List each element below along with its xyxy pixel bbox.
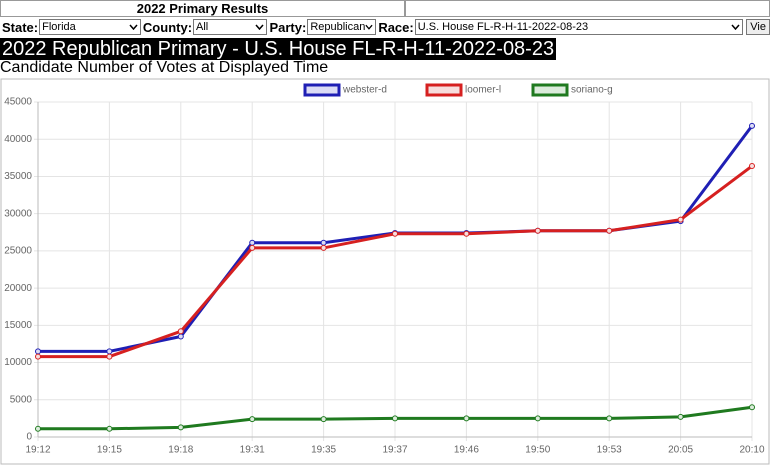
y-tick-label: 10000: [4, 357, 32, 368]
y-tick-label: 30000: [4, 208, 32, 219]
race-select[interactable]: U.S. House FL-R-H-11-2022-08-23: [414, 19, 744, 35]
y-tick-label: 35000: [4, 171, 32, 182]
point: [320, 244, 327, 251]
chart-frame: [0, 78, 770, 465]
y-tick-label: 40000: [4, 134, 32, 145]
chart: 0 5000 10000 15000 20000 25000 30000 35000 40000…: [0, 78, 770, 465]
x-tick-label: 19:35: [311, 445, 336, 456]
point: [177, 328, 184, 335]
x-tick-label: 19:50: [525, 445, 550, 456]
point: [177, 424, 184, 431]
point: [320, 239, 327, 246]
legend-label: loomer-l: [465, 85, 501, 96]
race-value: U.S. House FL-R-H-11-2022-08-23: [417, 20, 589, 33]
x-tick-label: 19:15: [97, 445, 122, 456]
legend-swatch: [303, 83, 341, 97]
point: [534, 415, 541, 422]
y-tick-label: 0: [26, 432, 32, 443]
point: [749, 163, 755, 170]
state-value: Florida: [42, 20, 76, 33]
point: [392, 415, 398, 422]
point: [463, 415, 470, 422]
party-label: Party:: [269, 19, 307, 35]
point: [106, 348, 113, 355]
point: [249, 239, 256, 246]
point: [749, 404, 755, 411]
controls: State: Florida County: All Party: Republ…: [0, 17, 770, 37]
point: [35, 348, 41, 355]
point: [463, 230, 470, 237]
chevron: [731, 24, 740, 30]
x-tick-label: 19:53: [597, 445, 622, 456]
x-tick-label: 20:10: [739, 445, 764, 456]
x-tick-label: 20:05: [668, 445, 693, 456]
state-select[interactable]: Florida: [39, 19, 141, 35]
county-value: All: [196, 20, 209, 33]
point: [106, 353, 113, 360]
county-select[interactable]: All: [193, 19, 268, 35]
chart-title: Candidate Number of Votes at Displayed T…: [0, 59, 329, 76]
chevron: [365, 24, 373, 30]
legend-label: webster-d: [342, 85, 387, 96]
header-title: 2022 Primary Results: [0, 0, 405, 17]
banner: 2022 Republican Primary - U.S. House FL-…: [0, 38, 557, 60]
y-tick-label: 25000: [4, 246, 32, 257]
race-label: Race:: [378, 19, 414, 35]
x-tick-label: 19:18: [168, 445, 193, 456]
y-tick-label: 20000: [4, 283, 32, 294]
point: [606, 227, 613, 234]
party-select[interactable]: Republican: [307, 19, 377, 35]
y-tick-label: 45000: [4, 97, 32, 108]
legend-swatch: [425, 83, 463, 97]
chevron: [255, 24, 265, 30]
county-label: County:: [142, 19, 193, 35]
point: [606, 415, 613, 422]
chevron: [129, 24, 138, 30]
y-tick-label: 15000: [4, 320, 32, 331]
point: [177, 333, 184, 340]
point: [249, 416, 256, 423]
point: [677, 413, 684, 420]
x-tick-label: 19:12: [25, 445, 50, 456]
state-label: State:: [2, 19, 39, 35]
view-button[interactable]: Vie: [746, 19, 770, 35]
point: [249, 244, 256, 251]
x-tick-label: 19:31: [240, 445, 265, 456]
legend-swatch: [531, 83, 569, 97]
point: [35, 425, 41, 432]
point: [106, 425, 113, 432]
x-tick-label: 19:46: [454, 445, 479, 456]
point: [534, 227, 541, 234]
point: [677, 216, 684, 223]
legend-label: soriano-g: [571, 85, 613, 96]
y-tick-label: 5000: [10, 394, 33, 405]
point: [320, 416, 327, 423]
party-value: Republican: [310, 20, 366, 33]
point: [392, 230, 398, 237]
point: [35, 353, 41, 360]
header-cell: [405, 0, 770, 17]
point: [749, 122, 755, 129]
x-tick-label: 19:37: [382, 445, 407, 456]
